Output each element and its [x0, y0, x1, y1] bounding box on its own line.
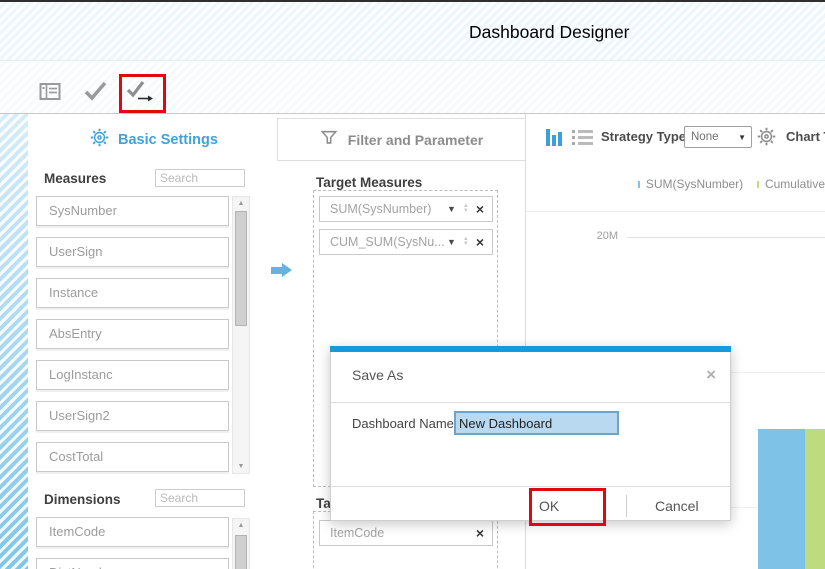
target-dimension-name: ItemCode [330, 526, 385, 540]
toolbar [0, 61, 825, 114]
annotation-highlight-ok-button [529, 488, 606, 526]
strategy-type-select[interactable]: None ▼ [684, 126, 752, 148]
legend-swatch [757, 180, 759, 188]
y-axis-tick-label: 20M [596, 230, 618, 242]
strategy-type-value: None [691, 131, 719, 143]
dropdown-arrow-icon[interactable]: ▼ [446, 237, 456, 247]
list-item[interactable]: SysNumber [36, 196, 229, 226]
bar-chart-icon[interactable] [546, 129, 563, 146]
dashboard-name-input[interactable] [454, 411, 619, 435]
reorder-icon[interactable]: ▲ ▼ [462, 203, 469, 214]
dialog-divider [331, 486, 730, 487]
remove-icon[interactable]: × [475, 234, 484, 250]
list-view-icon[interactable] [572, 130, 593, 145]
list-item[interactable]: UserSign2 [36, 401, 229, 431]
tab-basic-settings[interactable]: Basic Settings [90, 128, 218, 151]
dimensions-search-input[interactable] [155, 489, 245, 507]
ok-button[interactable]: OK [539, 498, 560, 514]
list-item[interactable]: ItemCode [36, 517, 229, 547]
close-icon[interactable]: × [706, 365, 716, 384]
scrollbar-thumb[interactable] [235, 211, 247, 326]
legend-label: SUM(SysNumber) [645, 177, 744, 191]
dropdown-arrow-icon[interactable]: ▼ [446, 204, 456, 214]
gridline-20m [627, 237, 825, 238]
target-measures-label: Target Measures [316, 175, 423, 190]
measures-scrollbar[interactable]: ▲ ▼ [232, 196, 250, 474]
list-item[interactable]: UserSign [36, 237, 229, 267]
cancel-button[interactable]: Cancel [655, 498, 699, 514]
strategy-type-label: Strategy Type [601, 129, 687, 144]
confirm-icon[interactable] [83, 79, 109, 108]
target-measure-name: SUM(SysNumber) [330, 202, 432, 216]
gear-icon [90, 128, 109, 151]
basic-settings-label: Basic Settings [118, 131, 218, 148]
bar-sum-sysnumber [758, 429, 805, 569]
chart-legend: SUM(SysNumber) Cumulative [638, 177, 825, 191]
button-separator [626, 495, 627, 517]
list-item[interactable]: Instance [36, 278, 229, 308]
remove-icon[interactable]: × [475, 525, 484, 541]
bar-cumulative [805, 429, 825, 569]
panel-divider [525, 114, 526, 569]
list-item[interactable]: DistNumber [36, 558, 229, 569]
filter-and-parameter-label: Filter and Parameter [347, 131, 484, 148]
window-top-edge [0, 0, 825, 2]
list-item[interactable]: LogInstanc [36, 360, 229, 390]
annotation-highlight-save-icon [119, 74, 166, 113]
page-title: Dashboard Designer [469, 22, 630, 42]
remove-icon[interactable]: × [475, 201, 484, 217]
scroll-up-icon[interactable]: ▲ [237, 200, 245, 207]
page-background-stripe [0, 114, 28, 569]
dialog-title: Save As [352, 367, 404, 383]
target-dimension-row[interactable]: ItemCode × [319, 520, 493, 546]
chevron-down-icon: ▼ [738, 132, 746, 142]
target-measure-row[interactable]: SUM(SysNumber) ▼ ▲ ▼ × [319, 196, 493, 222]
dimensions-label: Dimensions [44, 492, 121, 507]
measures-search-input[interactable] [155, 169, 245, 187]
legend-label: Cumulative [764, 177, 825, 191]
tab-chart-type[interactable]: Chart T [786, 129, 825, 144]
dimensions-list: ItemCode DistNumber [36, 517, 229, 569]
legend-swatch [638, 180, 640, 188]
form-icon[interactable] [39, 82, 61, 107]
reorder-icon[interactable]: ▲ ▼ [462, 236, 469, 247]
confirm-and-continue-icon[interactable] [126, 79, 154, 110]
measures-label: Measures [44, 171, 107, 186]
tab-filter-and-parameter[interactable]: Filter and Parameter [277, 118, 526, 161]
target-measure-row[interactable]: CUM_SUM(SysNu... ▼ ▲ ▼ × [319, 229, 493, 255]
scrollbar-thumb[interactable] [235, 535, 247, 569]
scroll-up-icon[interactable]: ▲ [237, 522, 245, 529]
chart-settings-gear-icon[interactable] [757, 127, 776, 151]
target-measure-name: CUM_SUM(SysNu... [330, 235, 445, 249]
list-item[interactable]: CostTotal [36, 442, 229, 472]
scroll-down-icon[interactable]: ▼ [237, 463, 245, 470]
funnel-icon [320, 129, 338, 150]
measures-list: SysNumber UserSign Instance AbsEntry Log… [36, 196, 229, 483]
dimensions-scrollbar[interactable]: ▲ [232, 518, 250, 569]
dialog-divider [331, 402, 730, 403]
list-item[interactable]: AbsEntry [36, 319, 229, 349]
chart-header-divider [526, 211, 825, 212]
transfer-arrow-icon [271, 263, 293, 278]
app-header: Dashboard Designer [0, 2, 825, 61]
dialog-accent-bar [330, 346, 731, 352]
dashboard-name-label: Dashboard Name [352, 416, 454, 431]
